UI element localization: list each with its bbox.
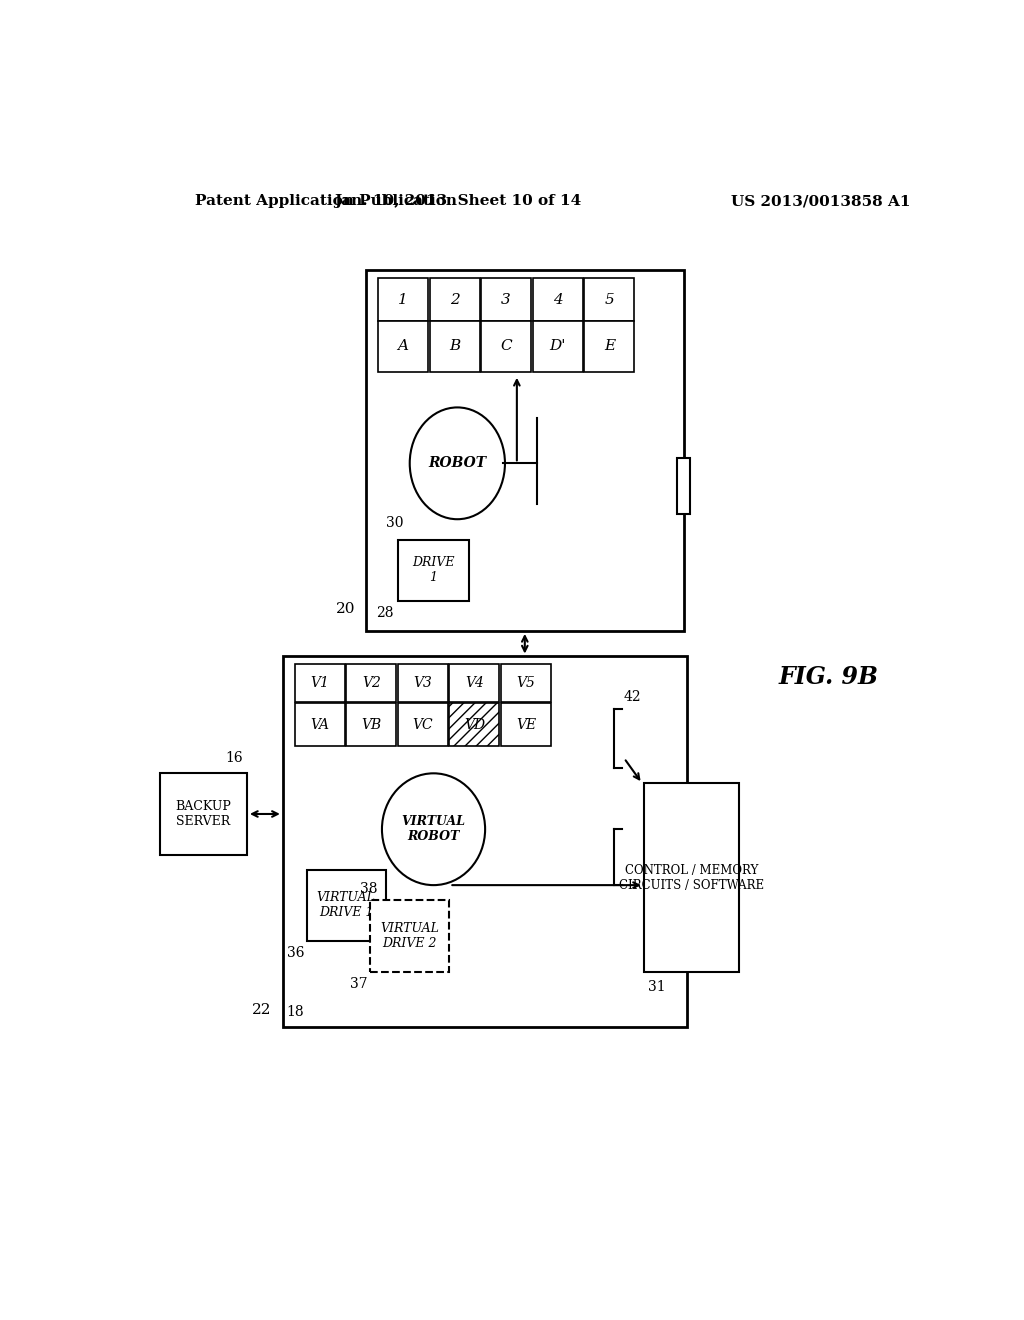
Text: Jan. 10, 2013  Sheet 10 of 14: Jan. 10, 2013 Sheet 10 of 14 bbox=[334, 194, 581, 209]
Text: E: E bbox=[604, 339, 614, 354]
Text: FIG. 9B: FIG. 9B bbox=[778, 665, 879, 689]
Text: C: C bbox=[501, 339, 512, 354]
Text: VC: VC bbox=[413, 718, 433, 731]
Text: 36: 36 bbox=[287, 946, 304, 960]
Text: 42: 42 bbox=[624, 690, 642, 704]
Text: CONTROL / MEMORY
CIRCUITS / SOFTWARE: CONTROL / MEMORY CIRCUITS / SOFTWARE bbox=[618, 863, 764, 891]
Bar bbox=[430, 279, 479, 321]
Text: 22: 22 bbox=[252, 1003, 271, 1018]
Text: VB: VB bbox=[361, 718, 381, 731]
Text: V1: V1 bbox=[310, 676, 329, 690]
Text: VIRTUAL
DRIVE 2: VIRTUAL DRIVE 2 bbox=[380, 921, 439, 950]
Text: VE: VE bbox=[516, 718, 536, 731]
Bar bbox=[481, 321, 531, 372]
Bar bbox=[644, 784, 739, 972]
Text: VIRTUAL
ROBOT: VIRTUAL ROBOT bbox=[401, 816, 466, 843]
Bar bbox=[397, 664, 447, 702]
Bar bbox=[532, 279, 583, 321]
Text: 30: 30 bbox=[386, 516, 403, 531]
Bar bbox=[585, 279, 634, 321]
Text: BACKUP
SERVER: BACKUP SERVER bbox=[175, 800, 231, 828]
Text: 20: 20 bbox=[336, 602, 355, 615]
Text: 1: 1 bbox=[398, 293, 408, 306]
Bar bbox=[532, 321, 583, 372]
Text: 2: 2 bbox=[450, 293, 460, 306]
Bar bbox=[370, 900, 450, 972]
Text: 5: 5 bbox=[604, 293, 614, 306]
Bar bbox=[378, 321, 428, 372]
Text: Patent Application Publication: Patent Application Publication bbox=[196, 194, 458, 209]
Bar bbox=[450, 664, 500, 702]
Bar bbox=[397, 704, 447, 746]
Text: A: A bbox=[397, 339, 409, 354]
Bar bbox=[306, 870, 386, 941]
Ellipse shape bbox=[382, 774, 485, 886]
Bar bbox=[501, 664, 551, 702]
Text: 3: 3 bbox=[502, 293, 511, 306]
Bar bbox=[585, 321, 634, 372]
Text: V5: V5 bbox=[516, 676, 536, 690]
Bar bbox=[295, 704, 345, 746]
Bar bbox=[367, 271, 684, 631]
Bar bbox=[397, 540, 469, 601]
Text: US 2013/0013858 A1: US 2013/0013858 A1 bbox=[731, 194, 910, 209]
Bar bbox=[346, 704, 396, 746]
Bar bbox=[430, 321, 479, 372]
Text: 37: 37 bbox=[350, 977, 368, 990]
Bar bbox=[160, 774, 247, 854]
Bar bbox=[346, 664, 396, 702]
Text: VA: VA bbox=[310, 718, 329, 731]
Text: VD: VD bbox=[464, 718, 485, 731]
Text: 18: 18 bbox=[287, 1006, 304, 1019]
Text: DRIVE
1: DRIVE 1 bbox=[413, 556, 455, 583]
Bar bbox=[677, 458, 690, 515]
Text: V3: V3 bbox=[414, 676, 432, 690]
Text: D': D' bbox=[550, 339, 566, 354]
Text: 4: 4 bbox=[553, 293, 562, 306]
Text: 28: 28 bbox=[377, 606, 394, 619]
Ellipse shape bbox=[410, 408, 505, 519]
Text: V4: V4 bbox=[465, 676, 484, 690]
Text: 31: 31 bbox=[648, 979, 666, 994]
Bar bbox=[283, 656, 687, 1027]
Bar bbox=[481, 279, 531, 321]
Text: 38: 38 bbox=[360, 882, 378, 896]
Text: B: B bbox=[449, 339, 460, 354]
Bar bbox=[378, 279, 428, 321]
Bar bbox=[501, 704, 551, 746]
Text: VIRTUAL
DRIVE 1: VIRTUAL DRIVE 1 bbox=[316, 891, 376, 920]
Bar bbox=[450, 704, 500, 746]
Text: ROBOT: ROBOT bbox=[428, 457, 486, 470]
Text: V2: V2 bbox=[361, 676, 381, 690]
Text: 16: 16 bbox=[225, 751, 243, 766]
Bar bbox=[295, 664, 345, 702]
